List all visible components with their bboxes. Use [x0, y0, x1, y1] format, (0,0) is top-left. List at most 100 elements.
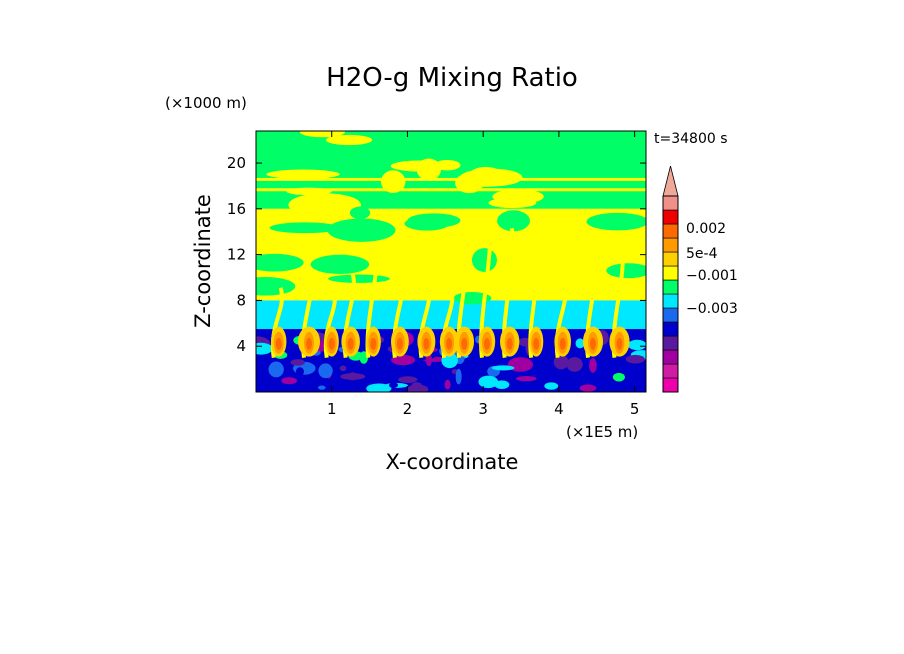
field-patch: [299, 131, 345, 138]
x-axis-label: X-coordinate: [386, 450, 519, 474]
colorbar-swatch: [662, 293, 679, 309]
x-unit-label: (×1E5 m): [566, 423, 638, 441]
field-patch: [471, 248, 497, 272]
plume-core: [461, 337, 468, 350]
field-patch: [268, 361, 284, 378]
field-patch: [628, 339, 646, 351]
field-patch: [349, 206, 371, 220]
plume-core: [616, 337, 623, 350]
field-streak: [256, 177, 646, 181]
field-patch: [345, 380, 358, 386]
field-patch: [290, 359, 305, 366]
field-patch: [553, 354, 569, 370]
field-patch: [389, 382, 398, 389]
colorbar-swatch: [662, 321, 679, 337]
x-tick-label: 3: [478, 400, 488, 418]
colorbar-label: −0.001: [686, 268, 738, 284]
chart-title: H2O-g Mixing Ratio: [326, 63, 578, 93]
colorbar-swatch: [662, 377, 679, 393]
field-patch: [256, 277, 296, 296]
field-patch: [544, 382, 559, 390]
plume-core: [275, 337, 282, 350]
field-patch: [444, 379, 451, 390]
field-patch: [288, 193, 362, 217]
field-patch: [459, 168, 523, 187]
colorbar-frame: [662, 195, 679, 393]
field-patch: [516, 376, 537, 382]
field-patch: [428, 377, 445, 385]
x-axis: 1 2 3 4 5: [327, 131, 639, 418]
field-patch: [339, 365, 347, 372]
plume-core: [559, 337, 566, 350]
field-patch: [310, 254, 370, 275]
plume-core: [506, 337, 513, 350]
field-patch: [256, 342, 273, 355]
colorbar-swatch: [662, 363, 679, 379]
colorbar-label: 0.002: [686, 221, 726, 237]
colorbar-arrow: [662, 165, 679, 197]
plot-area: [256, 131, 646, 392]
field-patch: [625, 354, 645, 364]
colorbar-swatch: [662, 349, 679, 365]
field-patch: [566, 357, 583, 372]
field-patch: [380, 170, 406, 193]
field-streak: [256, 188, 646, 192]
field-patch: [411, 382, 422, 388]
field-patch: [407, 213, 461, 228]
colorbar-swatch: [662, 195, 679, 211]
field-patch: [317, 385, 326, 390]
field-patch: [398, 376, 418, 384]
y-tick-label: 12: [227, 246, 246, 264]
y-axis-label: Z-coordinate: [191, 194, 215, 328]
plume-core: [533, 337, 540, 350]
colorbar-swatch: [662, 265, 679, 281]
field-patch: [391, 354, 416, 366]
x-tick-label: 2: [403, 400, 413, 418]
y-axis: 4 8 12 16 20: [227, 154, 646, 355]
time-label: t=34800 s: [654, 131, 728, 147]
colorbar-labels: 0.002 5e-4 −0.001 −0.003: [686, 221, 738, 317]
field-patch: [494, 380, 510, 389]
colorbar-swatch: [662, 209, 679, 225]
y-tick-label: 8: [236, 291, 246, 309]
field-patch: [295, 367, 304, 377]
plot-frame: [255, 130, 647, 393]
y-tick-label: 16: [227, 200, 246, 218]
plume-core: [347, 337, 354, 350]
colorbar-swatch: [662, 307, 679, 323]
plume-core: [589, 337, 596, 350]
field-patch: [497, 210, 530, 232]
y-unit-label: (×1000 m): [165, 94, 247, 112]
plumes: [270, 223, 630, 358]
field-patch: [366, 383, 392, 392]
field-patch: [492, 189, 544, 204]
field-patch: [390, 160, 449, 172]
plume-core: [446, 337, 453, 350]
field-patch: [575, 338, 585, 349]
y-tick-label: 20: [227, 154, 246, 172]
field-patch: [589, 358, 597, 373]
field-patch: [281, 377, 298, 385]
plume-core: [483, 337, 490, 350]
colorbar-label: −0.003: [686, 301, 738, 317]
x-tick-label: 5: [630, 400, 640, 418]
plume-core: [423, 337, 430, 350]
colorbar-label: 5e-4: [686, 246, 718, 262]
field-patch: [328, 274, 390, 283]
field-patch: [455, 368, 462, 385]
field-patch: [586, 212, 646, 231]
x-tick-label: 4: [554, 400, 564, 418]
field-patch: [325, 134, 373, 146]
field-patch: [340, 373, 366, 380]
field-streak: [256, 148, 646, 152]
field-patch: [269, 222, 340, 234]
field-patch: [612, 372, 625, 382]
x-tick-label: 1: [327, 400, 337, 418]
colorbar-swatch: [662, 335, 679, 351]
colorbar-swatch: [662, 237, 679, 253]
colorbar: [662, 165, 679, 393]
field-patch: [256, 253, 304, 272]
field-patch: [579, 384, 597, 392]
field-patch: [318, 363, 333, 379]
field-patch: [478, 375, 499, 389]
